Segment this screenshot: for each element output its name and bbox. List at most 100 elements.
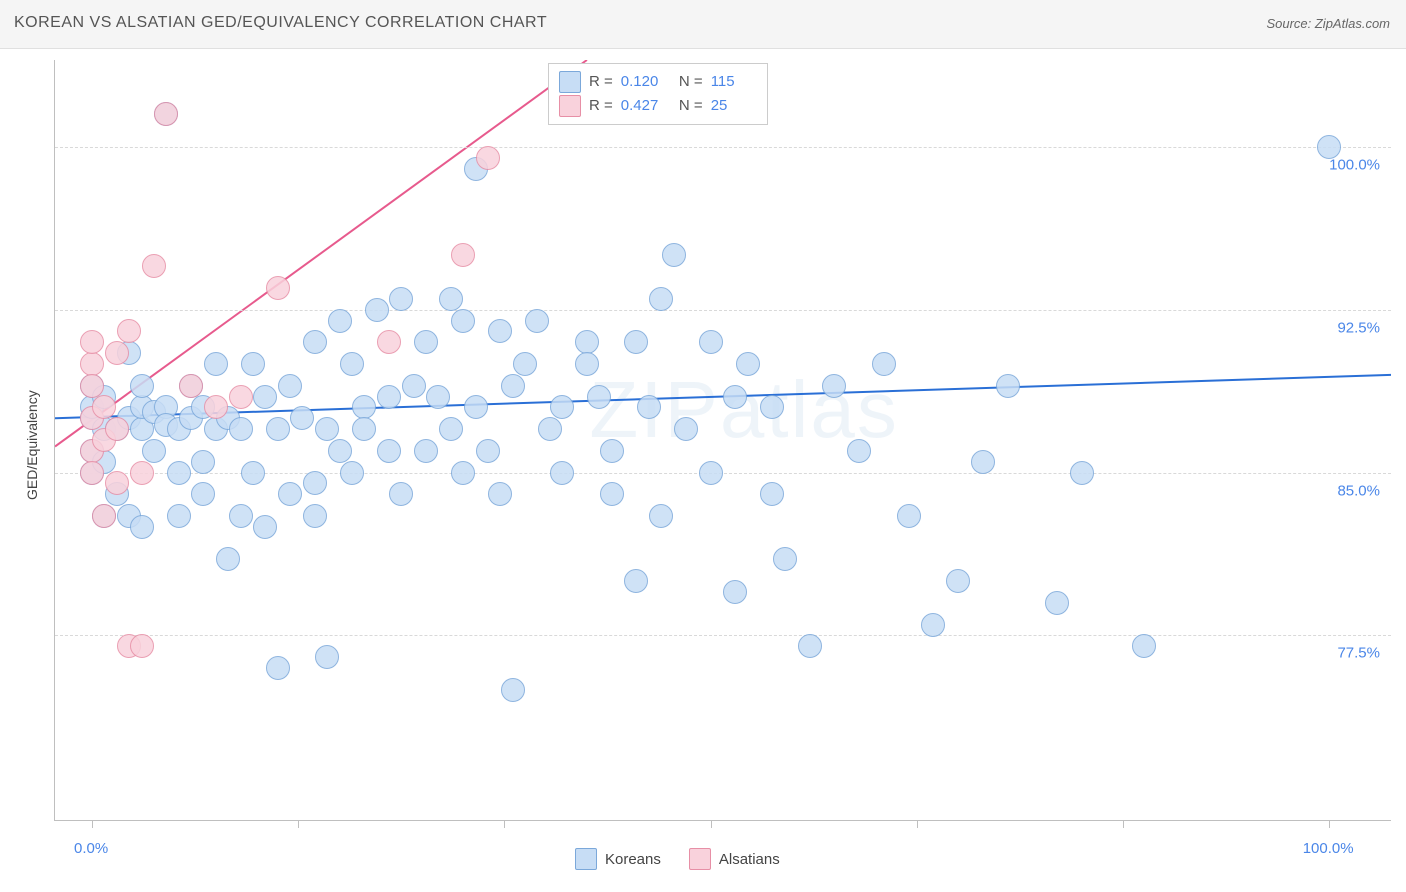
series-legend-label: Alsatians <box>719 851 780 868</box>
scatter-point <box>278 374 302 398</box>
gridline-h <box>55 310 1391 311</box>
legend-n-label: N = <box>675 70 703 94</box>
stats-legend-row: R = 0.120 N = 115 <box>559 70 757 94</box>
x-tick-label: 100.0% <box>1303 840 1354 857</box>
scatter-point <box>377 330 401 354</box>
scatter-point <box>760 482 784 506</box>
legend-swatch <box>575 848 597 870</box>
scatter-point <box>204 352 228 376</box>
scatter-point <box>575 330 599 354</box>
scatter-point <box>167 461 191 485</box>
scatter-point <box>1070 461 1094 485</box>
scatter-point <box>377 439 401 463</box>
scatter-point <box>414 330 438 354</box>
scatter-point <box>662 243 686 267</box>
scatter-point <box>488 482 512 506</box>
stats-legend-row: R =0.427 N =25 <box>559 94 757 118</box>
legend-swatch <box>559 95 581 117</box>
y-axis-title: GED/Equivalency <box>24 390 40 500</box>
trend-lines-svg <box>55 60 1391 820</box>
scatter-point <box>179 374 203 398</box>
x-tick <box>1329 820 1330 828</box>
scatter-point <box>130 374 154 398</box>
source-label: Source: ZipAtlas.com <box>1266 16 1390 31</box>
scatter-point <box>130 515 154 539</box>
scatter-point <box>130 634 154 658</box>
plot-area: ZIPatlas <box>54 60 1391 821</box>
x-tick <box>917 820 918 828</box>
scatter-point <box>340 461 364 485</box>
legend-r-label: R = <box>589 70 613 94</box>
scatter-point <box>80 352 104 376</box>
scatter-point <box>142 254 166 278</box>
scatter-point <box>328 439 352 463</box>
scatter-point <box>117 319 141 343</box>
scatter-point <box>798 634 822 658</box>
legend-n-value: 115 <box>711 70 757 94</box>
scatter-point <box>476 146 500 170</box>
scatter-point <box>649 287 673 311</box>
scatter-point <box>822 374 846 398</box>
scatter-point <box>80 461 104 485</box>
scatter-point <box>674 417 698 441</box>
scatter-point <box>971 450 995 474</box>
scatter-point <box>142 439 166 463</box>
scatter-point <box>699 330 723 354</box>
scatter-point <box>414 439 438 463</box>
scatter-point <box>600 482 624 506</box>
y-tick-label: 92.5% <box>1310 319 1380 336</box>
scatter-point <box>1317 135 1341 159</box>
scatter-point <box>773 547 797 571</box>
scatter-point <box>624 569 648 593</box>
scatter-point <box>439 287 463 311</box>
scatter-point <box>315 417 339 441</box>
scatter-point <box>229 417 253 441</box>
scatter-point <box>550 395 574 419</box>
scatter-point <box>996 374 1020 398</box>
x-tick-label: 0.0% <box>74 840 108 857</box>
scatter-point <box>191 450 215 474</box>
scatter-point <box>637 395 661 419</box>
scatter-point <box>352 417 376 441</box>
legend-n-value: 25 <box>711 94 757 118</box>
scatter-point <box>229 504 253 528</box>
scatter-point <box>253 515 277 539</box>
series-legend-label: Koreans <box>605 851 661 868</box>
scatter-point <box>760 395 784 419</box>
scatter-point <box>501 678 525 702</box>
scatter-point <box>241 352 265 376</box>
scatter-point <box>80 330 104 354</box>
x-tick <box>504 820 505 828</box>
scatter-point <box>624 330 648 354</box>
scatter-point <box>488 319 512 343</box>
scatter-point <box>1132 634 1156 658</box>
gridline-h <box>55 147 1391 148</box>
scatter-point <box>365 298 389 322</box>
scatter-point <box>723 580 747 604</box>
scatter-point <box>328 309 352 333</box>
scatter-point <box>389 287 413 311</box>
scatter-point <box>649 504 673 528</box>
scatter-point <box>600 439 624 463</box>
scatter-point <box>575 352 599 376</box>
scatter-point <box>191 482 215 506</box>
scatter-point <box>340 352 364 376</box>
scatter-point <box>872 352 896 376</box>
scatter-point <box>736 352 760 376</box>
scatter-point <box>266 417 290 441</box>
scatter-point <box>105 471 129 495</box>
x-tick <box>298 820 299 828</box>
scatter-point <box>723 385 747 409</box>
scatter-point <box>525 309 549 333</box>
legend-swatch <box>559 71 581 93</box>
scatter-point <box>501 374 525 398</box>
y-tick-label: 85.0% <box>1310 482 1380 499</box>
series-legend-entry: Koreans <box>575 848 661 870</box>
legend-r-value: 0.120 <box>621 70 667 94</box>
scatter-point <box>389 482 413 506</box>
scatter-point <box>921 613 945 637</box>
series-legend-entry: Alsatians <box>689 848 780 870</box>
scatter-point <box>426 385 450 409</box>
scatter-point <box>105 341 129 365</box>
legend-swatch <box>689 848 711 870</box>
